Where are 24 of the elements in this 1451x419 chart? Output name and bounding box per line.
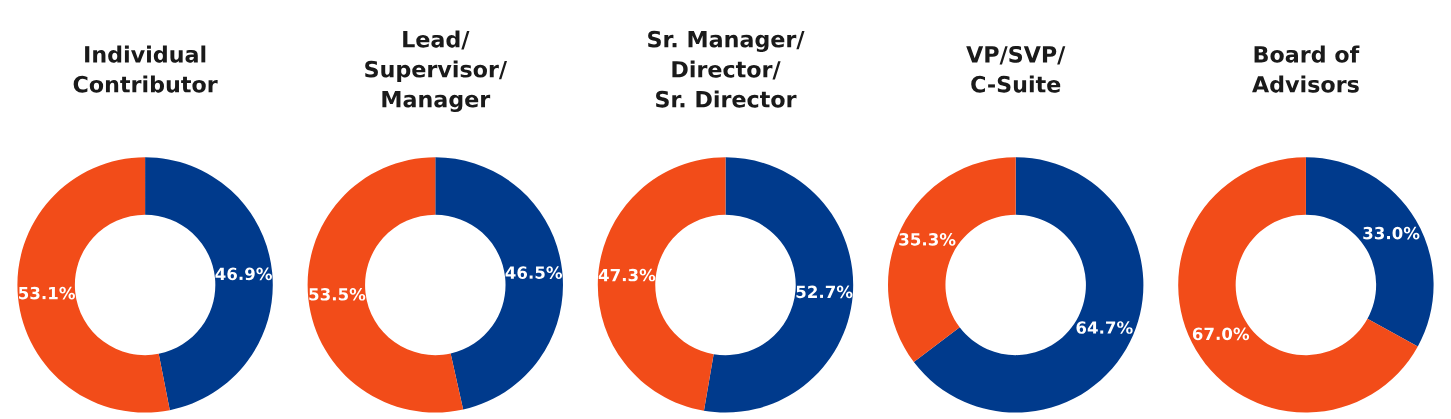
data-label: 46.9% xyxy=(215,267,272,281)
data-label: 53.1% xyxy=(18,286,75,300)
data-label: 53.5% xyxy=(309,288,366,301)
data-label: 46.5% xyxy=(505,266,563,279)
chart-title: Lead/ Supervisor/ Manager xyxy=(365,30,508,113)
data-label: 52.7% xyxy=(796,285,853,299)
data-label: 35.3% xyxy=(899,233,956,246)
donut-slice xyxy=(145,157,273,411)
data-label: 67.0% xyxy=(1192,327,1250,341)
donut-slice xyxy=(1178,157,1418,413)
chart-title: VP/SVP/ C-Suite xyxy=(966,45,1066,93)
donut-slice xyxy=(703,157,854,413)
donut-slice xyxy=(307,157,464,413)
donut-slice xyxy=(1305,157,1434,347)
chart-title: Individual Contributor xyxy=(73,45,218,93)
donut-slice xyxy=(435,157,563,410)
donut-slice xyxy=(17,157,170,413)
donut-slice xyxy=(597,157,726,411)
chart-title: Board of Advisors xyxy=(1252,45,1360,93)
data-label: 64.7% xyxy=(1076,321,1133,334)
data-label: 33.0% xyxy=(1363,226,1420,240)
chart-title: Sr. Manager/ Director/ Sr. Director xyxy=(648,30,805,108)
donut-slice xyxy=(888,157,1016,362)
data-label: 47.3% xyxy=(598,268,656,282)
